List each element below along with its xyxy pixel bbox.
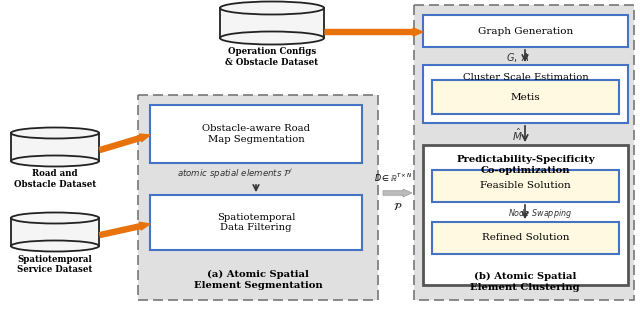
Text: $\mathit{atomic\ spatial\ elements\ }\mathcal{P}^{\prime}$: $\mathit{atomic\ spatial\ elements\ }\ma… — [177, 167, 293, 181]
Bar — [432, 170, 619, 202]
FancyArrow shape — [99, 134, 150, 152]
Text: $\mathcal{P}$: $\mathcal{P}$ — [394, 202, 403, 212]
Text: Predictability-Specificity
Co-optimization: Predictability-Specificity Co-optimizati… — [456, 155, 595, 175]
Text: Cluster Scale Estimation: Cluster Scale Estimation — [463, 72, 588, 81]
Bar — [423, 145, 628, 285]
Text: $D \in \mathbb{R}^{T \times N}$: $D \in \mathbb{R}^{T \times N}$ — [374, 172, 412, 184]
Bar — [150, 195, 362, 250]
Text: Metis: Metis — [511, 93, 540, 101]
Bar — [220, 8, 324, 38]
Ellipse shape — [11, 212, 99, 224]
FancyArrow shape — [99, 222, 150, 237]
Text: Spatiotemporal
Service Dataset: Spatiotemporal Service Dataset — [17, 255, 93, 274]
Bar — [414, 5, 634, 300]
Text: Spatiotemporal
Data Filtering: Spatiotemporal Data Filtering — [217, 213, 295, 232]
Text: Operation Configs
& Obstacle Dataset: Operation Configs & Obstacle Dataset — [225, 48, 319, 67]
Text: Obstacle-aware Road
Map Segmentation: Obstacle-aware Road Map Segmentation — [202, 124, 310, 144]
Bar — [11, 133, 99, 161]
Ellipse shape — [11, 155, 99, 167]
Text: $\hat{M}$: $\hat{M}$ — [512, 127, 523, 143]
Text: (b) Atomic Spatial
Element Clustering: (b) Atomic Spatial Element Clustering — [470, 272, 580, 292]
Text: Graph Generation: Graph Generation — [478, 26, 573, 35]
Bar — [423, 65, 628, 123]
Text: $\mathit{G},\ \mathit{A}$: $\mathit{G},\ \mathit{A}$ — [506, 50, 529, 63]
Ellipse shape — [220, 32, 324, 44]
Bar — [150, 105, 362, 163]
Bar — [432, 222, 619, 254]
FancyArrow shape — [325, 28, 423, 36]
Bar — [432, 80, 619, 114]
Ellipse shape — [11, 128, 99, 138]
Bar — [11, 218, 99, 246]
Ellipse shape — [11, 241, 99, 251]
Ellipse shape — [220, 2, 324, 14]
Text: Feasible Solution: Feasible Solution — [480, 182, 571, 190]
Text: Road and
Obstacle Dataset: Road and Obstacle Dataset — [14, 169, 96, 189]
Text: Refined Solution: Refined Solution — [482, 234, 569, 242]
Bar — [138, 95, 378, 300]
Text: $\mathit{Node\ Swapping}$: $\mathit{Node\ Swapping}$ — [508, 206, 573, 219]
FancyArrow shape — [383, 189, 412, 197]
Bar — [423, 15, 628, 47]
Text: (a) Atomic Spatial
Element Segmentation: (a) Atomic Spatial Element Segmentation — [194, 270, 323, 290]
